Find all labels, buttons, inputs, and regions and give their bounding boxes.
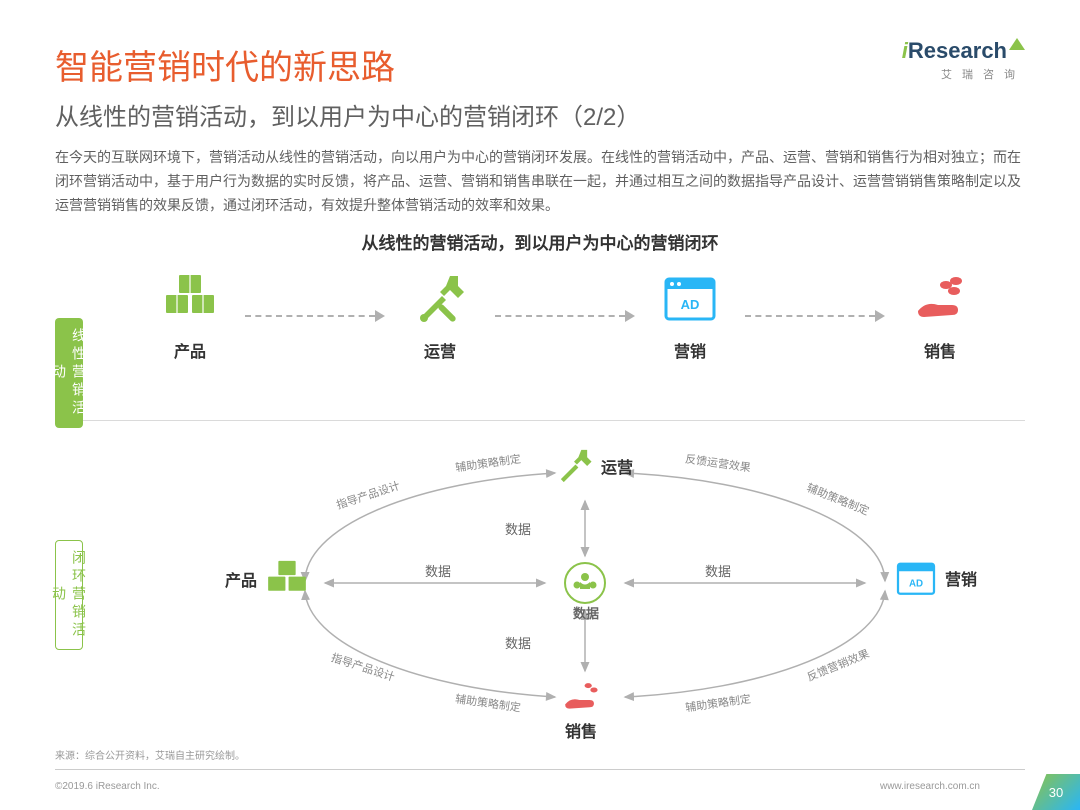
loop-sales: 销售 xyxy=(560,677,602,742)
linear-flow: 产品 运营 AD 营销 销售 xyxy=(105,270,1025,410)
linear-operation: 运营 xyxy=(385,270,495,362)
boxes-icon xyxy=(135,270,245,326)
boxes-icon xyxy=(265,559,309,599)
linear-marketing: AD 营销 xyxy=(635,270,745,362)
page-subtitle: 从线性的营销活动，到以用户为中心的营销闭环（2/2） xyxy=(55,97,1025,132)
footer-divider xyxy=(55,769,1025,770)
loop-marketing: AD 营销 xyxy=(895,559,977,597)
loop-diagram: 产品 运营 AD 营销 销售 数据 数据 数据 数据 数据 指导产品设计 辅助策… xyxy=(105,441,1025,741)
arrow-icon xyxy=(745,315,885,317)
tools-icon xyxy=(555,447,593,485)
logo: iResearch 艾瑞咨询 xyxy=(902,38,1025,82)
svg-text:AD: AD xyxy=(681,297,700,312)
logo-triangle-icon xyxy=(1009,38,1025,50)
loop-product: 产品 xyxy=(225,559,309,599)
ad-icon: AD xyxy=(635,270,745,326)
logo-subtitle: 艾瑞咨询 xyxy=(902,66,1025,82)
hand-coins-icon xyxy=(885,270,995,326)
tools-icon xyxy=(385,270,495,326)
arrow-icon xyxy=(245,315,385,317)
badge-loop: 闭环营销活动 xyxy=(55,540,83,650)
page-number: 30 xyxy=(1032,774,1080,810)
diagram-title: 从线性的营销活动，到以用户为中心的营销闭环 xyxy=(55,229,1025,254)
loop-operation: 运营 xyxy=(555,447,633,485)
linear-sales: 销售 xyxy=(885,270,995,362)
body-paragraph: 在今天的互联网环境下，营销活动从线性的营销活动，向以用户为中心的营销闭环发展。在… xyxy=(55,146,1025,217)
center-label: 数据 xyxy=(573,603,599,622)
linear-product: 产品 xyxy=(135,270,245,362)
page-title: 智能营销时代的新思路 xyxy=(55,40,1025,89)
source-text: 来源：综合公开资料，艾瑞自主研究绘制。 xyxy=(55,747,245,762)
arrow-icon xyxy=(495,315,635,317)
divider xyxy=(55,420,1025,421)
logo-brand: Research xyxy=(908,38,1007,63)
site-url: www.iresearch.com.cn xyxy=(880,781,980,792)
badge-linear: 线性营销活动 xyxy=(55,318,83,428)
hand-coins-icon xyxy=(560,677,602,713)
svg-text:AD: AD xyxy=(909,579,923,590)
copyright: ©2019.6 iResearch Inc. xyxy=(55,781,160,792)
ad-icon: AD xyxy=(895,559,937,597)
